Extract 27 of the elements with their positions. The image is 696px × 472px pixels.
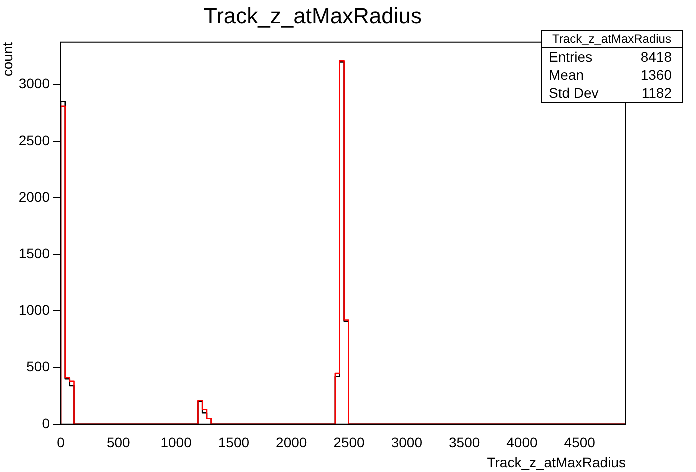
chart-title: Track_z_atMaxRadius [204, 3, 422, 28]
x-tick-label: 1500 [218, 434, 250, 451]
x-tick-label: 500 [106, 434, 131, 451]
y-tick-label: 1500 [18, 245, 50, 262]
x-tick-label: 4500 [564, 434, 596, 451]
y-axis-title: count [0, 42, 16, 77]
x-tick-label: 2000 [276, 434, 308, 451]
text: 8418 [640, 49, 672, 65]
x-tick-label: 3000 [391, 434, 423, 451]
x-axis-title: Track_z_atMaxRadius [487, 454, 626, 470]
y-tick-label: 2000 [18, 188, 50, 205]
x-tick-label: 1000 [160, 434, 192, 451]
text: 1182 [642, 85, 672, 101]
x-tick-label: 0 [57, 434, 66, 451]
annotation: Mean [549, 67, 584, 83]
y-tick-label: 1000 [18, 302, 50, 318]
y-tick-label: 500 [26, 358, 50, 375]
annotation: Track_z_atMaxRadius [542, 31, 682, 48]
annotation: Std Dev [549, 85, 599, 101]
x-tick-label: 2500 [334, 434, 366, 451]
y-tick-label: 3000 [18, 76, 50, 92]
y-tick-label: 2500 [18, 132, 50, 148]
annotation: Entries [549, 49, 593, 65]
text: 1360 [640, 67, 672, 83]
y-tick-label: 0 [42, 415, 50, 432]
x-tick-label: 3500 [448, 434, 480, 451]
x-tick-label: 4000 [506, 434, 538, 451]
